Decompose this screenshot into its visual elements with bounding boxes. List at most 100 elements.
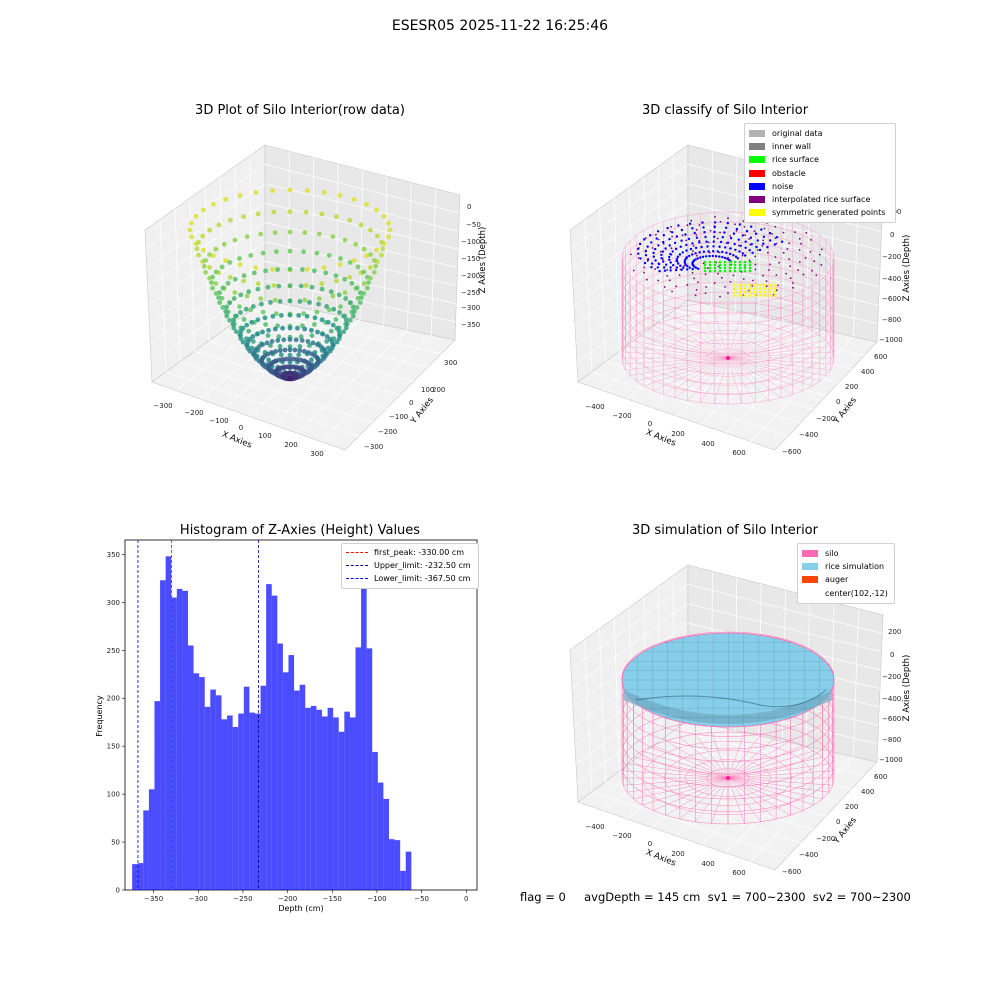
raw-data-point — [330, 234, 336, 240]
noise-point — [713, 230, 716, 234]
grid-line — [687, 241, 880, 288]
histogram-ytick-label: 100 — [107, 791, 120, 799]
grid-line — [853, 608, 859, 757]
interpolated-surface-point — [729, 281, 732, 283]
noise-point — [680, 228, 684, 232]
interpolated-surface-point — [782, 251, 785, 254]
interpolated-surface-point — [811, 269, 813, 272]
histogram-xtick-label: −350 — [144, 895, 163, 903]
raw-data-point — [293, 337, 299, 343]
simulation-ztick: −800 — [882, 736, 901, 744]
noise-point — [769, 239, 772, 242]
raw-data-point — [287, 266, 293, 272]
silo-floor-spoke — [700, 357, 729, 403]
raw-data-point — [227, 300, 233, 305]
histogram-bar — [227, 715, 233, 890]
histogram-bar — [361, 580, 367, 890]
interpolated-surface-point — [670, 225, 672, 228]
simulation-ztick: −200 — [882, 673, 901, 681]
raw-data-point — [209, 280, 214, 285]
noise-point — [738, 223, 742, 226]
histogram-bar — [349, 717, 356, 890]
histogram-legend-label: first_peak: -330.00 cm — [374, 548, 465, 558]
interpolated-surface-point — [698, 224, 701, 226]
raw-data-point — [225, 280, 231, 286]
simulation-ytick: 600 — [874, 773, 887, 781]
symmetric-generated-point — [763, 290, 767, 294]
raw-data-point — [301, 311, 306, 316]
histogram-bar — [182, 590, 188, 890]
simulation-legend-label: center(102,-12) — [825, 588, 888, 598]
symmetric-generated-point — [773, 287, 777, 290]
noise-point — [703, 231, 706, 234]
silo-floor-spoke — [727, 357, 804, 391]
classify-xtick: −200 — [612, 412, 631, 420]
raw-data-point — [330, 322, 336, 328]
raw-data-point — [287, 298, 293, 304]
noise-point — [656, 266, 659, 269]
interpolated-surface-point — [669, 230, 672, 233]
noise-point — [700, 245, 703, 249]
raw-data-point — [324, 304, 330, 309]
raw-data-point — [201, 263, 207, 269]
histogram-bars — [132, 556, 412, 890]
classify-ztick: −600 — [882, 295, 901, 303]
noise-point — [744, 254, 747, 257]
raw-data-point — [337, 310, 342, 315]
raw-data-point — [240, 339, 246, 345]
raw-data-point — [319, 317, 325, 323]
histogram-xtick-label: −50 — [414, 895, 429, 903]
raw-data-point — [260, 342, 265, 347]
classify-legend-label: inner wall — [772, 142, 812, 152]
raw-data-point — [276, 283, 282, 289]
histogram-bar — [344, 711, 350, 890]
noise-point — [649, 234, 652, 237]
grid-line — [750, 336, 854, 442]
interpolated-surface-point — [695, 234, 698, 236]
silo-floor-spoke — [642, 750, 729, 779]
symmetric-generated-point — [758, 287, 762, 290]
rice-surface-point — [738, 269, 742, 273]
noise-point — [702, 250, 706, 253]
histogram-bar — [355, 647, 362, 890]
noise-point — [654, 259, 657, 262]
interpolated-surface-point — [763, 227, 766, 230]
classify-legend-label: interpolated rice surface — [772, 195, 871, 205]
raw-xtick: 200 — [284, 441, 297, 449]
noise-point — [675, 235, 679, 238]
interpolated-surface-point — [754, 255, 757, 258]
interpolated-surface-point — [704, 273, 707, 276]
interpolated-surface-point — [732, 274, 735, 277]
interpolated-surface-point — [686, 284, 689, 286]
classify-ztick: −200 — [882, 253, 901, 261]
rice-surface-point — [723, 263, 727, 267]
raw-ztick: −350 — [461, 321, 480, 329]
raw-data-point — [273, 349, 279, 354]
raw-xtick: −300 — [153, 402, 172, 410]
noise-point — [705, 255, 708, 258]
rice-surface-point — [738, 263, 742, 267]
raw-data-point — [341, 329, 347, 335]
raw-data-point — [347, 217, 353, 223]
raw-data-point — [233, 313, 239, 319]
silo-floor-spoke — [727, 357, 793, 395]
raw-data-point — [227, 260, 233, 265]
raw-data-point — [287, 283, 293, 289]
interpolated-surface-point — [743, 226, 746, 228]
histogram-reference-lines — [137, 540, 259, 890]
noise-point — [705, 240, 708, 243]
raw-data-point — [301, 349, 307, 354]
histogram-bar — [210, 689, 216, 890]
simulation-ztick: −600 — [882, 715, 901, 723]
noise-point — [755, 245, 758, 249]
silo-floor-spoke — [727, 318, 782, 359]
interpolated-surface-point — [778, 261, 781, 264]
histogram-bar — [294, 690, 300, 890]
silo-floor-spoke — [623, 777, 729, 786]
noise-point — [673, 241, 677, 245]
noise-point — [662, 240, 665, 244]
simulation-legend-entry: silo — [802, 547, 890, 560]
interpolated-surface-point — [719, 295, 721, 298]
raw-data-point — [274, 249, 279, 255]
interpolated-surface-point — [792, 286, 794, 289]
